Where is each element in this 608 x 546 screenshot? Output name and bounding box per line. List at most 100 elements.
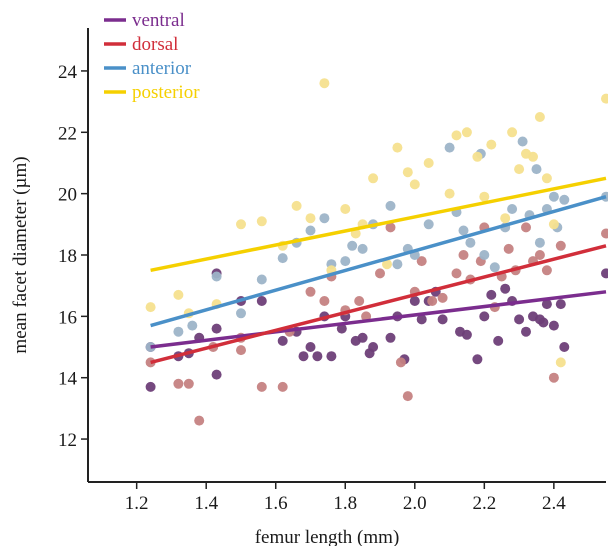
point-anterior-11 xyxy=(340,256,351,267)
point-anterior-4 xyxy=(236,308,246,319)
point-dorsal-35 xyxy=(534,250,545,260)
point-anterior-5 xyxy=(256,274,267,285)
point-dorsal-31 xyxy=(503,243,514,254)
point-ventral-35 xyxy=(486,289,497,300)
point-ventral-34 xyxy=(479,311,490,322)
point-dorsal-39 xyxy=(601,228,608,239)
legend-label-ventral: ventral xyxy=(132,10,185,31)
point-dorsal-38 xyxy=(555,240,566,251)
trend-line-anterior xyxy=(150,195,607,328)
point-anterior-1 xyxy=(173,326,184,337)
point-anterior-25 xyxy=(479,250,490,260)
point-anterior-2 xyxy=(187,320,198,331)
point-anterior-19 xyxy=(423,219,434,230)
point-posterior-18 xyxy=(409,179,420,190)
point-ventral-43 xyxy=(538,317,549,328)
trend-lines xyxy=(150,176,607,365)
point-ventral-48 xyxy=(601,268,608,279)
point-posterior-5 xyxy=(256,216,267,227)
point-ventral-40 xyxy=(521,326,531,337)
point-posterior-20 xyxy=(444,188,455,199)
point-dorsal-16 xyxy=(375,268,385,279)
point-posterior-31 xyxy=(534,112,545,122)
point-posterior-32 xyxy=(541,173,552,184)
point-posterior-28 xyxy=(514,164,525,175)
point-anterior-22 xyxy=(458,225,469,236)
point-anterior-20 xyxy=(444,142,455,153)
y-tick-label-2: 16 xyxy=(58,307,77,328)
point-posterior-16 xyxy=(392,142,403,153)
point-dorsal-21 xyxy=(416,256,427,267)
point-ventral-10 xyxy=(277,335,288,346)
point-posterior-34 xyxy=(555,357,566,368)
point-ventral-37 xyxy=(500,283,511,294)
point-ventral-5 xyxy=(211,369,222,380)
x-tick-label-4: 2.0 xyxy=(403,493,427,514)
point-posterior-35 xyxy=(601,93,608,104)
legend-label-posterior: posterior xyxy=(132,82,200,103)
point-anterior-31 xyxy=(531,164,542,175)
point-anterior-28 xyxy=(507,204,518,214)
point-posterior-14 xyxy=(368,173,379,184)
point-anterior-12 xyxy=(347,240,358,251)
point-anterior-16 xyxy=(392,259,403,270)
point-ventral-47 xyxy=(559,342,570,352)
point-anterior-23 xyxy=(465,237,476,248)
point-posterior-33 xyxy=(548,219,559,230)
y-tick-label-3: 18 xyxy=(58,246,77,267)
point-anterior-15 xyxy=(385,200,396,211)
point-dorsal-22 xyxy=(427,296,438,306)
point-anterior-36 xyxy=(559,194,570,205)
point-anterior-26 xyxy=(489,262,500,273)
point-posterior-21 xyxy=(451,130,462,141)
point-ventral-23 xyxy=(385,332,396,343)
point-ventral-9 xyxy=(256,296,267,306)
point-dorsal-17 xyxy=(385,222,396,233)
point-ventral-16 xyxy=(326,351,337,362)
legend-label-anterior: anterior xyxy=(132,58,192,79)
point-dorsal-14 xyxy=(354,296,365,306)
point-dorsal-25 xyxy=(458,250,469,260)
legend: ventral dorsal anterior posterior xyxy=(104,10,200,103)
point-ventral-14 xyxy=(312,351,323,362)
point-posterior-17 xyxy=(402,167,413,178)
point-posterior-4 xyxy=(236,219,246,230)
trend-line-dorsal xyxy=(150,244,607,365)
x-tick-label-6: 2.4 xyxy=(542,493,566,514)
point-posterior-11 xyxy=(340,204,351,214)
point-dorsal-8 xyxy=(277,381,288,392)
point-ventral-32 xyxy=(461,329,472,340)
point-dorsal-2 xyxy=(183,378,194,389)
y-tick-label-4: 20 xyxy=(58,185,77,206)
point-posterior-19 xyxy=(423,158,434,168)
point-dorsal-18 xyxy=(395,357,406,368)
point-ventral-39 xyxy=(514,314,525,325)
point-ventral-0 xyxy=(145,381,156,392)
y-tick-label-6: 24 xyxy=(58,62,78,83)
axis-ticks: 1.2 1.4 1.6 1.8 2.0 2.2 2.4 12 14 16 18 20 22 24 xyxy=(58,62,566,514)
y-tick-label-5: 22 xyxy=(58,123,77,144)
point-posterior-30 xyxy=(528,151,538,162)
point-posterior-27 xyxy=(507,127,518,138)
point-ventral-33 xyxy=(472,354,483,365)
point-ventral-44 xyxy=(541,299,552,310)
point-dorsal-24 xyxy=(451,268,462,279)
trend-line-posterior xyxy=(150,176,607,273)
y-tick-label-1: 14 xyxy=(58,369,78,390)
point-posterior-1 xyxy=(173,289,184,300)
y-axis-title: mean facet diameter (µm) xyxy=(10,156,31,353)
x-tick-label-2: 1.6 xyxy=(264,493,288,514)
point-posterior-7 xyxy=(291,200,302,211)
point-anterior-34 xyxy=(548,191,559,202)
point-dorsal-36 xyxy=(541,265,552,276)
x-tick-label-5: 2.2 xyxy=(472,493,496,514)
point-posterior-15 xyxy=(382,259,392,270)
x-tick-label-0: 1.2 xyxy=(125,493,149,514)
point-dorsal-6 xyxy=(236,345,246,356)
point-dorsal-10 xyxy=(305,286,316,297)
point-ventral-20 xyxy=(357,332,368,343)
point-posterior-8 xyxy=(305,213,316,224)
point-dorsal-33 xyxy=(521,222,531,233)
x-tick-label-1: 1.4 xyxy=(194,493,218,514)
x-axis-title: femur length (mm) xyxy=(255,527,400,546)
